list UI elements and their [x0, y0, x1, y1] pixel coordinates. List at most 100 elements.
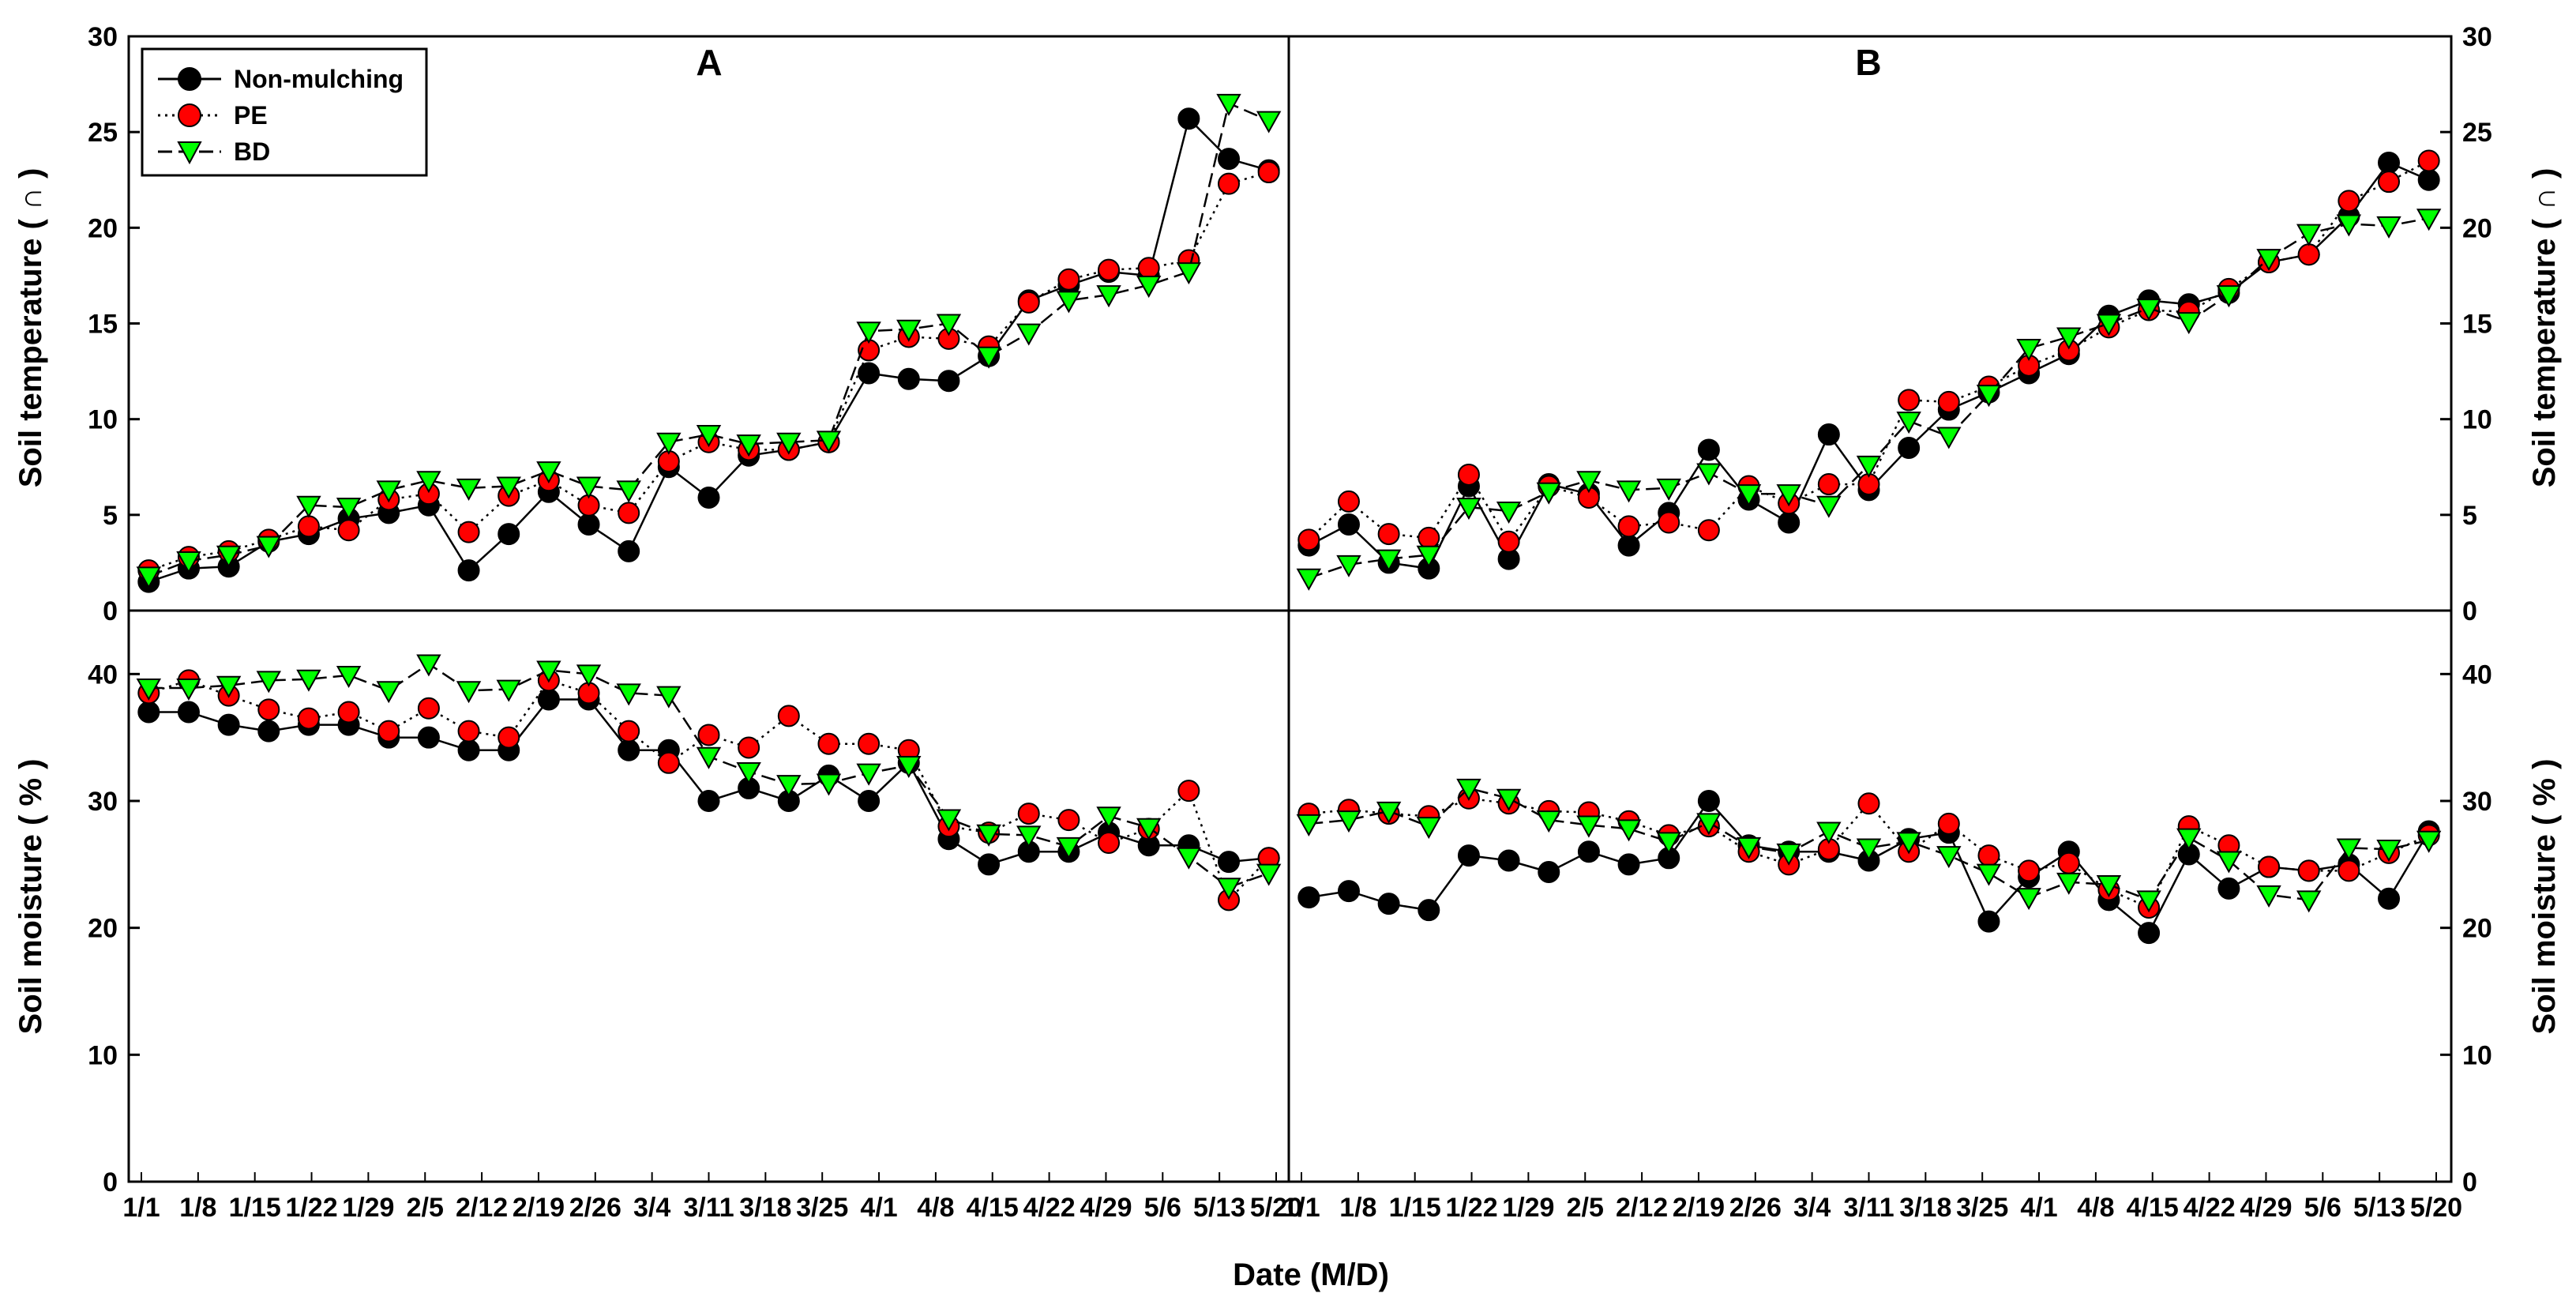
point-B-temperature-bd-17 — [1976, 385, 2002, 408]
xtick-label-A-18: 5/6 — [1144, 1193, 1181, 1223]
point-A-temperature-bd-12 — [616, 480, 641, 503]
y-axis-title-moisture-right: Soil moisture ( % ) — [2527, 759, 2562, 1035]
point-B-temperature-bd-19 — [2056, 327, 2082, 350]
xtick-label-A-19: 5/13 — [1193, 1193, 1245, 1223]
point-B-moisture-bd-25 — [2296, 890, 2322, 913]
xtick-label-A-8: 2/26 — [569, 1193, 621, 1223]
ytick-label-left-temperature-15: 15 — [88, 310, 118, 340]
point-B-moisture-bd-3 — [1416, 817, 1441, 840]
point-A-temperature-bd-9 — [496, 476, 521, 499]
xtick-label-A-0: 1/1 — [122, 1193, 160, 1223]
ytick-label-right-moisture-30: 30 — [2462, 787, 2492, 817]
point-B-moisture-non-mulching-1 — [1337, 880, 1360, 903]
point-B-moisture-non-mulching-7 — [1577, 840, 1600, 863]
point-B-temperature-non-mulching-12 — [1778, 511, 1801, 534]
point-A-moisture-bd-12 — [616, 683, 641, 706]
point-B-moisture-bd-16 — [1936, 846, 1962, 869]
xtick-label-A-4: 1/29 — [342, 1193, 394, 1223]
point-A-moisture-non-mulching-0 — [137, 701, 160, 724]
series-line-A-moisture-bd — [148, 662, 1270, 889]
point-B-moisture-bd-12 — [1776, 843, 1801, 866]
panel-title-a: A — [696, 42, 722, 83]
point-A-moisture-bd-2 — [216, 675, 242, 698]
point-B-moisture-bd-4 — [1456, 778, 1481, 801]
point-B-moisture-bd-14 — [1856, 838, 1882, 861]
point-B-moisture-bd-6 — [1536, 810, 1561, 833]
point-B-moisture-non-mulching-5 — [1497, 849, 1520, 872]
point-B-temperature-pe-8 — [1617, 515, 1640, 538]
point-B-moisture-non-mulching-17 — [1977, 910, 2000, 933]
point-A-moisture-non-mulching-27 — [1218, 851, 1241, 874]
xtick-label-A-20: 5/20 — [1250, 1193, 1302, 1223]
xtick-label-B-14: 4/8 — [2077, 1193, 2114, 1223]
point-B-temperature-bd-16 — [1936, 427, 1962, 449]
point-A-moisture-pe-9 — [498, 726, 520, 749]
xtick-label-A-9: 3/4 — [633, 1193, 670, 1223]
point-B-temperature-bd-8 — [1616, 480, 1642, 503]
xtick-label-B-13: 4/1 — [2020, 1193, 2057, 1223]
xtick-label-A-15: 4/15 — [967, 1193, 1019, 1223]
point-A-temperature-non-mulching-9 — [498, 523, 520, 546]
point-B-moisture-pe-16 — [1937, 812, 1960, 835]
point-A-temperature-bd-18 — [856, 321, 881, 344]
point-A-moisture-bd-4 — [296, 669, 321, 692]
point-A-moisture-bd-19 — [896, 756, 922, 779]
point-A-temperature-bd-10 — [536, 461, 561, 484]
point-B-moisture-non-mulching-4 — [1457, 844, 1480, 867]
point-A-moisture-pe-16 — [777, 705, 800, 727]
point-A-temperature-bd-8 — [456, 478, 482, 501]
point-A-moisture-bd-18 — [856, 763, 881, 786]
xtick-label-B-15: 4/15 — [2127, 1193, 2179, 1223]
point-A-temperature-non-mulching-12 — [618, 539, 640, 562]
point-A-moisture-bd-17 — [816, 773, 842, 796]
point-B-temperature-bd-22 — [2176, 312, 2202, 335]
point-B-moisture-bd-15 — [1896, 832, 1921, 855]
point-A-moisture-bd-1 — [176, 679, 201, 701]
xtick-label-B-8: 2/26 — [1729, 1193, 1782, 1223]
point-A-moisture-bd-11 — [576, 664, 602, 687]
xtick-label-B-17: 4/29 — [2240, 1193, 2292, 1223]
point-B-temperature-bd-11 — [1736, 484, 1762, 507]
point-A-temperature-bd-19 — [896, 319, 922, 342]
point-B-temperature-bd-5 — [1496, 501, 1522, 524]
point-B-temperature-bd-15 — [1896, 412, 1921, 434]
point-B-temperature-bd-13 — [1816, 495, 1842, 518]
y-axis-title-moisture-left: Soil moisture ( % ) — [13, 759, 48, 1035]
point-B-moisture-bd-8 — [1616, 819, 1642, 842]
point-A-temperature-pe-22 — [1017, 291, 1040, 314]
point-B-moisture-pe-26 — [2338, 859, 2360, 882]
point-B-temperature-bd-25 — [2296, 224, 2322, 246]
xtick-label-B-3: 1/22 — [1445, 1193, 1497, 1223]
xtick-label-A-12: 3/25 — [796, 1193, 848, 1223]
point-A-moisture-non-mulching-18 — [858, 790, 881, 812]
point-B-moisture-non-mulching-10 — [1697, 790, 1720, 812]
xtick-label-A-5: 2/5 — [407, 1193, 444, 1223]
point-B-moisture-bd-26 — [2336, 838, 2362, 861]
ytick-label-left-temperature-10: 10 — [88, 405, 118, 435]
point-A-temperature-non-mulching-19 — [897, 367, 920, 390]
xtick-label-B-6: 2/12 — [1616, 1193, 1668, 1223]
point-A-moisture-pe-7 — [417, 697, 440, 720]
legend-marker-bd — [177, 141, 202, 165]
point-A-moisture-pe-3 — [257, 698, 280, 721]
point-A-temperature-bd-17 — [816, 430, 842, 453]
point-B-moisture-non-mulching-27 — [2378, 887, 2401, 910]
point-B-temperature-non-mulching-13 — [1817, 423, 1840, 446]
point-B-moisture-bd-0 — [1296, 814, 1322, 836]
ytick-label-left-temperature-0: 0 — [103, 596, 118, 626]
ytick-label-left-temperature-30: 30 — [88, 22, 118, 52]
point-B-moisture-bd-13 — [1816, 821, 1842, 844]
point-A-moisture-pe-6 — [377, 720, 400, 742]
point-A-moisture-pe-14 — [697, 724, 720, 746]
ytick-label-left-moisture-30: 30 — [88, 787, 118, 817]
point-B-temperature-pe-26 — [2338, 190, 2360, 212]
xtick-label-A-3: 1/22 — [285, 1193, 337, 1223]
point-A-moisture-bd-27 — [1216, 878, 1241, 900]
point-A-moisture-pe-23 — [1057, 809, 1080, 832]
ytick-label-right-temperature-30: 30 — [2462, 22, 2492, 52]
point-B-temperature-non-mulching-28 — [2417, 168, 2440, 191]
point-A-temperature-pe-25 — [1137, 257, 1160, 280]
point-A-moisture-bd-22 — [1016, 825, 1042, 848]
point-A-temperature-bd-0 — [136, 566, 162, 589]
point-B-moisture-bd-19 — [2056, 872, 2082, 895]
